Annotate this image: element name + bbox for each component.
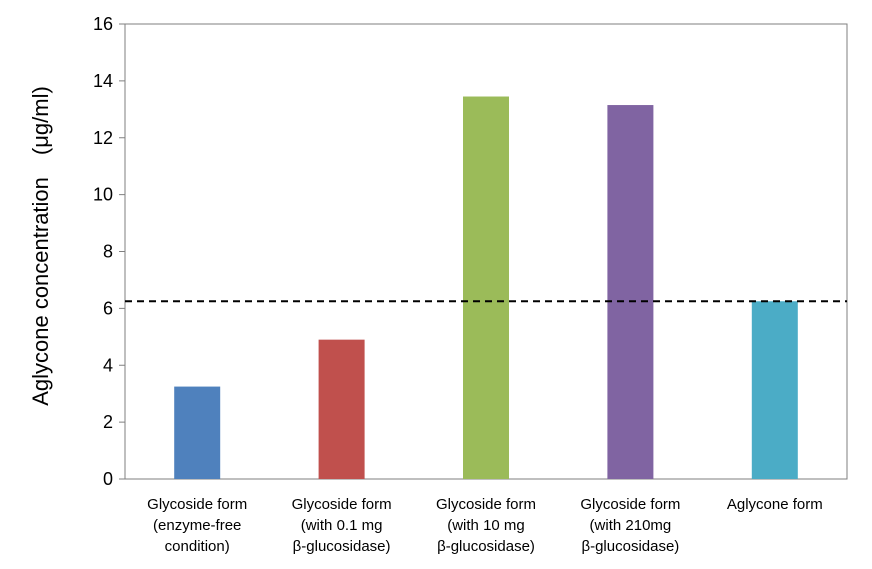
bar: [751, 301, 798, 479]
y-tick-label: 0: [103, 469, 113, 489]
y-tick-label: 10: [93, 185, 113, 205]
x-tick-label: Glycoside form (enzyme-free condition): [147, 496, 247, 555]
bar: [463, 96, 509, 479]
bar: [174, 386, 221, 479]
x-tick-label-line: (with 210mg: [590, 517, 672, 534]
x-tick-label: Glycoside form (with 10 mg β-glucosidase): [436, 496, 536, 555]
x-tick-label-line: condition): [165, 538, 230, 555]
y-tick-label: 16: [93, 14, 113, 34]
x-tick-label: Glycoside form (with 210mg β-glucosidase): [580, 496, 680, 555]
x-axis: Glycoside form (enzyme-free condition)Glyc…: [147, 496, 823, 555]
bar: [607, 105, 654, 479]
x-tick-label-line: Glycoside form: [436, 496, 536, 513]
y-axis: 0 2 4 6 8 10 12 14 16: [93, 14, 125, 489]
x-tick-label: Glycoside form (with 0.1 mg β-glucosidase): [292, 496, 392, 555]
x-tick-label-line: (enzyme-free: [153, 517, 241, 534]
y-axis-title-group: Aglycone concentration (μg/ml): [28, 86, 53, 406]
bar: [318, 339, 365, 479]
x-tick-label-line: β-glucosidase): [437, 538, 535, 555]
x-tick-label-line: (with 0.1 mg: [301, 517, 383, 534]
y-tick-label: 8: [103, 242, 113, 262]
x-tick-label-line: (with 10 mg: [447, 517, 525, 534]
bars: [174, 96, 798, 479]
x-tick-label-line: Glycoside form: [580, 496, 680, 513]
y-tick-label: 2: [103, 412, 113, 432]
y-tick-label: 12: [93, 128, 113, 148]
y-axis-title: Aglycone concentration (μg/ml): [28, 86, 53, 406]
x-tick-label: Aglycone form: [727, 496, 823, 513]
y-tick-label: 6: [103, 298, 113, 318]
x-tick-label-line: β-glucosidase): [581, 538, 679, 555]
y-tick-label: 4: [103, 355, 113, 375]
x-tick-label-line: β-glucosidase): [293, 538, 391, 555]
x-tick-label-line: Glycoside form: [147, 496, 247, 513]
x-tick-label-line: Aglycone form: [727, 496, 823, 513]
x-tick-label-line: Glycoside form: [292, 496, 392, 513]
y-tick-label: 14: [93, 71, 113, 91]
